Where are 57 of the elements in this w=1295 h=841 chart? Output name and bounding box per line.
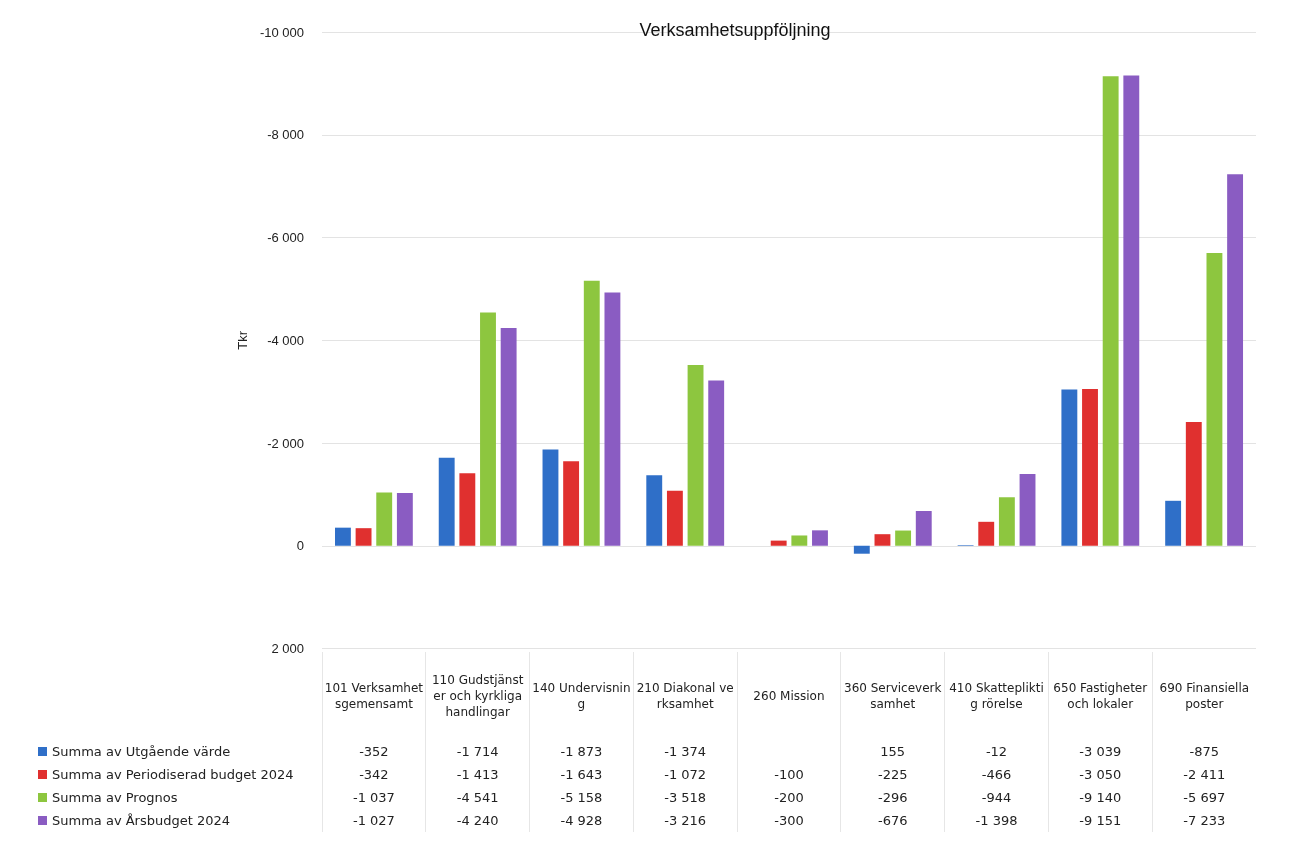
data-label: -1 027 [322,809,426,832]
y-tick-label: 0 [296,538,304,554]
data-label: -1 643 [529,763,634,786]
data-label: -1 714 [425,740,530,763]
data-label: -200 [737,786,841,809]
x-tick-label: 410 Skattepliktig rörelse [944,652,1049,740]
y-tick-label: -8 000 [267,127,304,143]
x-tick-label: 210 Diakonal verksamhet [633,652,738,740]
data-label: -944 [944,786,1049,809]
data-label: -1 072 [633,763,738,786]
data-label: -2 411 [1152,763,1256,786]
y-tick-label: 2 000 [271,641,304,656]
data-label: -342 [322,763,426,786]
x-tick-label: 260 Mission [737,652,841,740]
y-tick-label: -6 000 [267,230,304,245]
data-label: -4 541 [425,786,530,809]
legend-label: Summa av Prognos [51,789,179,807]
data-label: -12 [944,740,1049,763]
data-label: -4 240 [425,809,530,832]
data-label: -7 233 [1152,809,1256,832]
data-label: -352 [322,740,426,763]
data-label: -5 697 [1152,786,1256,809]
data-label: -676 [840,809,945,832]
y-axis-title: Tkr [235,330,251,350]
y-tick-label: -4 000 [267,332,304,348]
x-tick-label: 690 Finansiella poster [1152,652,1256,740]
data-label: -225 [840,763,945,786]
data-label: -100 [737,763,841,786]
data-label: -5 158 [529,786,634,809]
y-tick-label: -10 000 [259,24,304,40]
data-label: -1 398 [944,809,1049,832]
data-label: -466 [944,763,1049,786]
data-label: -3 050 [1048,763,1153,786]
data-label: -3 216 [633,809,738,832]
data-label: -1 374 [633,740,738,763]
legend-label: Summa av Utgående värde [51,743,232,761]
data-label: -1 873 [529,740,634,763]
x-tick-label: 650 Fastigheter och lokaler [1048,652,1153,740]
chart-title: Verksamhetsuppföljning [639,20,831,40]
data-label: -1 037 [322,786,426,809]
data-label: 155 [840,740,945,763]
x-tick-label: 140 Undervisning [529,652,634,740]
y-tick-label: -2 000 [267,435,304,451]
x-tick-label: 360 Serviceverksamhet [840,652,945,740]
x-tick-label: 101 Verksamhetsgemensamt [322,652,426,740]
data-label: -875 [1152,740,1256,763]
data-label: -1 413 [425,763,530,786]
data-label: -4 928 [529,809,634,832]
data-label: -3 518 [633,786,738,809]
legend-label: Summa av Periodiserad budget 2024 [51,766,295,784]
data-label: -9 151 [1048,809,1153,832]
data-label: -296 [840,786,945,809]
data-label: -300 [737,809,841,832]
legend-label: Summa av Årsbudget 2024 [51,812,232,830]
x-tick-label: 110 Gudstjänster och kyrkliga handlingar [425,652,530,740]
data-label: -9 140 [1048,786,1153,809]
data-label: -3 039 [1048,740,1153,763]
